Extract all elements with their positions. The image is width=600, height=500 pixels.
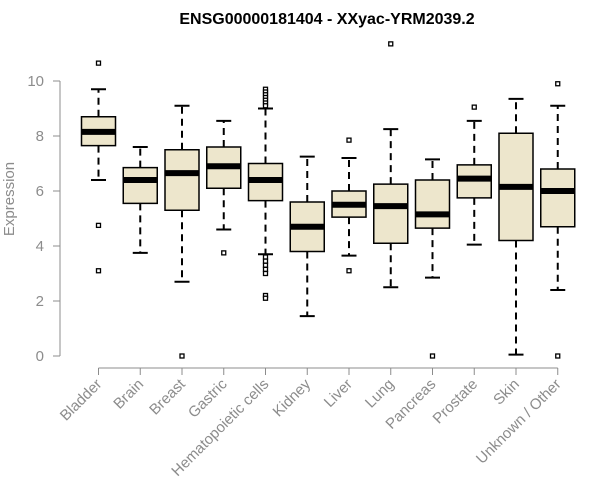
y-axis-label: Expression [1,162,18,236]
outlier-point [95,268,102,274]
box-pancreas [414,158,451,359]
outlier-point [95,222,102,229]
y-tick-label: 6 [36,183,44,200]
chart-title: ENSG00000181404 - XXyac-YRM2039.2 [179,11,474,28]
box-bladder [80,60,117,274]
x-category-label: Skin [490,376,523,409]
box-prostate [456,104,492,246]
y-tick-label: 4 [36,238,44,255]
box-kidney [289,155,325,318]
box-iqr [373,183,409,244]
x-category-label: Breast [146,375,189,418]
y-tick-label: 8 [36,128,44,145]
box-skin [498,97,534,356]
y-tick-label: 2 [36,293,44,310]
box-gastric [206,119,242,256]
outlier-point [262,258,269,264]
outlier-point [555,353,561,359]
y-tick-label: 10 [27,73,44,90]
x-category-label: Lung [362,376,398,412]
x-category-label: Kidney [270,375,315,420]
outlier-point [471,104,477,110]
outlier-point [262,270,269,277]
outlier-point [262,262,269,268]
outlier-point [388,41,394,47]
box-hematopoietic-cells [247,86,284,301]
outlier-point [179,353,185,359]
x-category-label: Bladder [57,376,106,425]
x-category-label: Liver [321,376,356,411]
outlier-point [262,103,269,109]
outlier-point [262,266,269,273]
box-iqr [164,149,200,211]
y-tick-label: 0 [36,348,44,365]
box-iqr [122,166,158,205]
box-brain [122,146,158,254]
outlier-point [346,137,352,143]
outlier-point [95,60,102,66]
y-axis: 0 2 4 6 8 10 [27,73,61,365]
box-liver [331,137,367,274]
box-lung [373,41,409,289]
outlier-point [346,268,352,274]
outlier-point [555,81,561,87]
box-group [80,41,576,359]
box-breast [164,104,200,359]
outlier-point [429,353,436,359]
x-category-label: Prostate [430,376,482,428]
box-iqr [414,179,451,229]
outlier-point [262,295,269,301]
box-iqr [540,168,576,228]
outlier-point [262,254,269,260]
x-category-label: Brain [110,376,147,413]
outlier-point [221,250,227,256]
box-unknown-other [540,81,576,359]
